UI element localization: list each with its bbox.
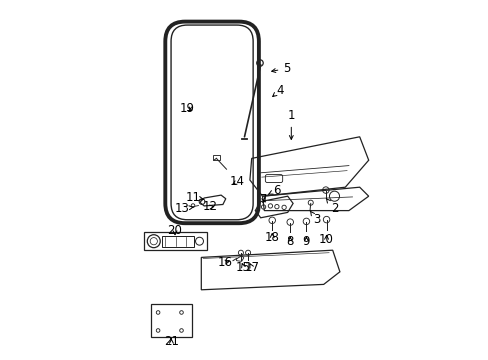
Text: 18: 18: [264, 231, 279, 244]
Text: 19: 19: [179, 102, 194, 114]
Text: 20: 20: [167, 224, 182, 237]
Text: 10: 10: [319, 233, 333, 246]
Bar: [143, 232, 206, 250]
Text: 17: 17: [244, 261, 259, 274]
Text: 12: 12: [203, 201, 217, 213]
Text: 4: 4: [272, 84, 284, 96]
Text: 13: 13: [174, 202, 193, 215]
Text: 1: 1: [287, 109, 294, 139]
Bar: [162, 236, 194, 247]
Text: 11: 11: [185, 191, 203, 204]
Text: 8: 8: [286, 235, 293, 248]
Text: 2: 2: [325, 198, 338, 215]
Bar: [213, 155, 219, 160]
Text: 6: 6: [267, 184, 280, 197]
Text: 21: 21: [163, 335, 179, 348]
Text: 3: 3: [309, 211, 320, 226]
Text: 15: 15: [236, 261, 250, 274]
Text: 9: 9: [302, 235, 309, 248]
Text: 16: 16: [218, 256, 232, 269]
Text: 7: 7: [260, 193, 267, 206]
Bar: [151, 304, 192, 337]
Text: 5: 5: [271, 62, 290, 75]
Text: 14: 14: [229, 175, 244, 188]
